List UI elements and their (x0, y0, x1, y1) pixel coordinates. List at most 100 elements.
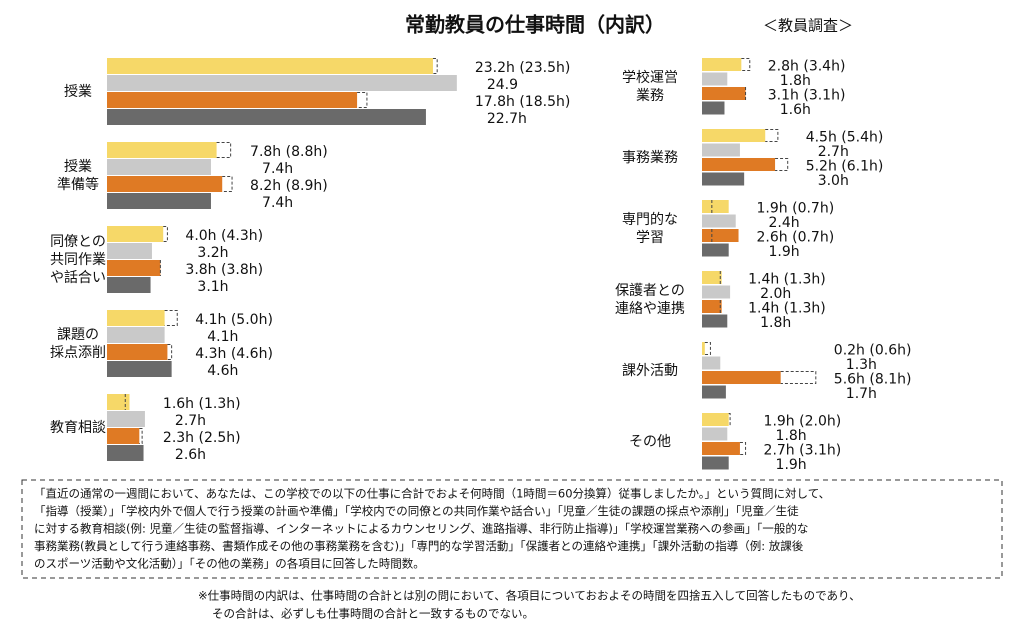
bar (702, 101, 725, 115)
category-label: 授業準備等 (57, 159, 99, 193)
category-line: 同僚との (50, 234, 106, 250)
bar (107, 226, 164, 242)
value-label: 2.6h (175, 447, 206, 463)
value-label: 1.9h (769, 244, 800, 260)
dashed-outline (216, 142, 232, 158)
dashed-outline (164, 310, 178, 326)
value-label: 7.4h (262, 161, 293, 177)
note-text: 事務業務(教員として行う連絡事務、書類作成その他の事務業務を含む)」「専門的な学… (34, 539, 804, 553)
footnote: その合計は、必ずしも仕事時間の合計と一致するものでない。 (212, 607, 534, 621)
value-label: 1.6h (1.3h) (163, 396, 241, 412)
dashed-outline (704, 342, 711, 355)
value-label: 4.1h (5.0h) (195, 312, 273, 328)
value-label: 1.9h (2.0h) (764, 414, 842, 430)
value-label: 2.7h (175, 413, 206, 429)
category-line: 準備等 (57, 176, 99, 193)
bar (107, 411, 145, 427)
value-label: 23.2h (23.5h) (475, 60, 570, 76)
value-label: 24.9 (487, 77, 518, 93)
category-label: 授業 (64, 84, 92, 100)
value-label: 4.3h (4.6h) (195, 346, 273, 362)
category-label: 課外活動 (622, 363, 678, 379)
bar (107, 327, 165, 343)
note-text: 「直近の通常の一週間において、あなたは、この学校での以下の仕事に合計でおよそ何時… (34, 487, 830, 501)
bar (702, 243, 729, 257)
bar (107, 394, 130, 410)
bar (702, 385, 726, 399)
value-label: 5.6h (8.1h) (834, 372, 912, 388)
bar (702, 172, 745, 186)
value-label: 1.7h (846, 386, 877, 402)
category-label: 学校運営業務 (622, 69, 678, 104)
dashed-outline (780, 371, 817, 384)
note-text: のスポーツ活動や文化活動）」「その他の業務」の各項目に回答した時間数。 (34, 557, 425, 571)
value-label: 7.8h (8.8h) (250, 144, 328, 160)
category-line: 学校運営 (622, 69, 678, 86)
category-label: その他 (629, 434, 671, 450)
category-line: 業務 (636, 88, 664, 104)
value-label: 1.8h (780, 73, 811, 89)
bar (702, 200, 729, 213)
bar (107, 361, 172, 377)
category-line: や話合い (50, 269, 106, 286)
bar (702, 229, 739, 242)
value-label: 2.4h (769, 215, 800, 231)
value-label: 17.8h (18.5h) (475, 94, 570, 110)
value-label: 3.0h (818, 173, 849, 189)
bar (107, 428, 140, 444)
value-label: 8.2h (8.9h) (250, 178, 328, 194)
bar (107, 260, 161, 276)
category-line: 専門的な (622, 212, 678, 228)
value-label: 1.4h (1.3h) (748, 301, 826, 317)
bar (702, 72, 728, 86)
value-label: 1.3h (846, 357, 877, 373)
bar (702, 356, 721, 370)
value-label: 1.8h (760, 315, 791, 331)
category-line: 採点添削 (50, 345, 106, 361)
bar (107, 310, 165, 326)
bar (702, 271, 722, 284)
value-label: 1.6h (780, 102, 811, 118)
value-label: 1.8h (776, 428, 807, 444)
bar (702, 285, 731, 299)
category-label: 課題の採点添削 (50, 327, 106, 361)
category-label: 専門的な学習 (622, 212, 678, 246)
bar (702, 413, 729, 426)
bar (107, 58, 433, 74)
category-line: 共同作業 (50, 252, 106, 268)
value-label: 4.5h (5.4h) (806, 130, 884, 146)
dashed-outline (432, 58, 438, 74)
bar (702, 442, 740, 455)
bar (107, 277, 151, 293)
value-label: 7.4h (262, 195, 293, 211)
bar (107, 445, 144, 461)
value-label: 2.7h (3.1h) (764, 443, 842, 459)
value-label: 0.2h (0.6h) (834, 343, 912, 359)
bar (107, 75, 457, 91)
bar (702, 456, 729, 470)
bar (107, 243, 152, 259)
bar (702, 300, 722, 313)
category-label: 事務業務 (622, 150, 678, 166)
category-line: 事務業務 (622, 150, 678, 166)
category-line: 連絡や連携 (615, 301, 685, 317)
value-label: 2.3h (2.5h) (163, 430, 241, 446)
dashed-outline (139, 428, 143, 444)
note-text: に対する教育相談(例: 児童／生徒の監督指導、インターネットによるカウンセリング… (34, 522, 808, 536)
category-line: 教育相談 (50, 420, 106, 436)
dashed-outline (765, 129, 779, 142)
value-label: 5.2h (6.1h) (806, 159, 884, 175)
chart-subtitle: ＜教員調査＞ (763, 17, 853, 35)
bar (107, 109, 426, 125)
bar (702, 214, 736, 228)
dashed-outline (728, 413, 731, 426)
value-label: 1.9h (776, 457, 807, 473)
bar (702, 143, 740, 157)
category-label: 同僚との共同作業や話合い (50, 234, 106, 286)
value-label: 2.7h (818, 144, 849, 160)
dashed-outline (739, 442, 747, 455)
bar (107, 92, 358, 108)
value-label: 3.1h (197, 279, 228, 295)
value-label: 2.8h (3.4h) (768, 59, 846, 75)
value-label: 2.0h (760, 286, 791, 302)
